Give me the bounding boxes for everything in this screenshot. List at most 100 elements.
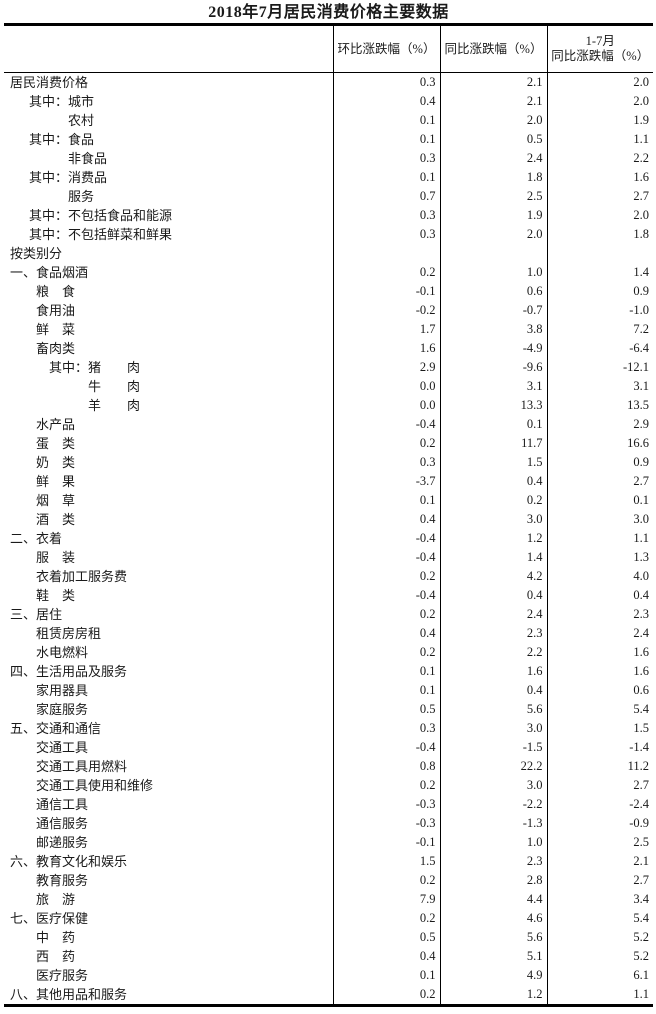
cell-yoy: 4.4 (439, 890, 547, 909)
cell-yoy: -0.7 (439, 301, 547, 320)
row-label: 旅 游 (36, 892, 76, 907)
cell-mom: 0.4 (332, 624, 440, 643)
page-title: 2018年7月居民消费价格主要数据 (208, 4, 449, 21)
cell-cum: 3.0 (546, 510, 653, 529)
cell-cum: 0.9 (546, 453, 653, 472)
table-row: 畜肉类 1.6 -4.9 -6.4 (4, 339, 653, 358)
cell-mom: 0.2 (332, 605, 440, 624)
row-label: 三、居住 (10, 607, 63, 622)
cell-yoy: 3.0 (439, 719, 547, 738)
cell-cum: 2.9 (546, 415, 653, 434)
cell-mom: -0.4 (332, 738, 440, 757)
row-label: 其中：猪 肉 (49, 360, 141, 375)
row-label: 牛 肉 (88, 379, 141, 394)
row-label: 其中：不包括鲜菜和鲜果 (29, 227, 173, 242)
cell-yoy: 2.3 (439, 852, 547, 871)
table-row: 五、交通和通信 0.3 3.0 1.5 (4, 719, 653, 738)
cell-cum: 2.7 (546, 472, 653, 491)
row-label: 交通工具用燃料 (36, 759, 128, 774)
col-header-cum-line1: 1-7月 (585, 34, 615, 48)
row-label: 食用油 (36, 303, 76, 318)
cell-yoy: 1.9 (439, 206, 547, 225)
table-row: 其中：猪 肉 2.9 -9.6 -12.1 (4, 358, 653, 377)
table-row: 食用油 -0.2 -0.7 -1.0 (4, 301, 653, 320)
cell-mom: 0.1 (332, 130, 440, 149)
cell-mom: 0.2 (332, 871, 440, 890)
cell-cum: 2.0 (546, 72, 653, 92)
table-row: 烟 草 0.1 0.2 0.1 (4, 491, 653, 510)
row-label: 其中：城市 (29, 94, 95, 109)
cell-cum: 7.2 (546, 320, 653, 339)
cell-mom: 0.0 (332, 377, 440, 396)
table-row: 租赁房房租 0.4 2.3 2.4 (4, 624, 653, 643)
cell-mom: 0.1 (332, 111, 440, 130)
cell-mom: 0.1 (332, 491, 440, 510)
cell-mom: 0.1 (332, 966, 440, 985)
cell-yoy: -4.9 (439, 339, 547, 358)
col-header-category (4, 24, 333, 73)
row-label: 交通工具 (36, 740, 89, 755)
table-row: 交通工具使用和维修 0.2 3.0 2.7 (4, 776, 653, 795)
cell-cum: 0.1 (546, 491, 653, 510)
cell-mom: 0.3 (332, 225, 440, 244)
cell-mom: -3.7 (332, 472, 440, 491)
row-label: 烟 草 (36, 493, 76, 508)
cell-mom: 0.1 (332, 681, 440, 700)
row-label: 非食品 (68, 151, 108, 166)
row-label: 医疗服务 (36, 968, 89, 983)
cell-cum: -0.9 (546, 814, 653, 833)
cell-mom: 0.2 (332, 643, 440, 662)
cell-yoy: 1.0 (439, 263, 547, 282)
cell-yoy: 3.8 (439, 320, 547, 339)
cell-yoy: 0.6 (439, 282, 547, 301)
cell-mom: 0.2 (332, 434, 440, 453)
row-label: 八、其他用品和服务 (10, 987, 128, 1002)
cell-cum: 1.3 (546, 548, 653, 567)
table-row: 服务 0.7 2.5 2.7 (4, 187, 653, 206)
row-label: 鲜 果 (36, 474, 76, 489)
row-label: 中 药 (36, 930, 76, 945)
cell-mom: 0.3 (332, 149, 440, 168)
cell-yoy: 1.6 (439, 662, 547, 681)
table-header: 环比涨跌幅（%） 同比涨跌幅（%） 1-7月 同比涨跌幅（%） (4, 24, 653, 73)
cell-cum: 2.3 (546, 605, 653, 624)
cell-cum: 11.2 (546, 757, 653, 776)
cell-yoy: -1.3 (439, 814, 547, 833)
row-label: 邮递服务 (36, 835, 89, 850)
row-label: 家庭服务 (36, 702, 89, 717)
cell-mom (332, 244, 440, 263)
cell-cum: 2.4 (546, 624, 653, 643)
cell-cum: 0.6 (546, 681, 653, 700)
cell-cum: -6.4 (546, 339, 653, 358)
cell-mom: 0.7 (332, 187, 440, 206)
table-row: 鲜 菜 1.7 3.8 7.2 (4, 320, 653, 339)
cell-mom: 0.3 (332, 453, 440, 472)
row-label: 鞋 类 (36, 588, 76, 603)
cell-cum: 2.0 (546, 92, 653, 111)
table-row: 衣着加工服务费 0.2 4.2 4.0 (4, 567, 653, 586)
cell-yoy: 1.2 (439, 985, 547, 1006)
cell-yoy: 5.6 (439, 928, 547, 947)
row-label: 居民消费价格 (10, 75, 89, 90)
row-label: 四、生活用品及服务 (10, 664, 128, 679)
cell-mom: -0.3 (332, 814, 440, 833)
table-row: 中 药 0.5 5.6 5.2 (4, 928, 653, 947)
cell-cum: 1.1 (546, 985, 653, 1006)
cell-mom: 0.3 (332, 72, 440, 92)
row-label: 其中：消费品 (29, 170, 108, 185)
cell-yoy: 1.0 (439, 833, 547, 852)
cell-yoy: 1.8 (439, 168, 547, 187)
row-label: 通信工具 (36, 797, 89, 812)
cell-cum: 13.5 (546, 396, 653, 415)
cell-yoy: 2.4 (439, 605, 547, 624)
cell-yoy: 0.4 (439, 586, 547, 605)
table-row: 奶 类 0.3 1.5 0.9 (4, 453, 653, 472)
table-row: 六、教育文化和娱乐 1.5 2.3 2.1 (4, 852, 653, 871)
cell-mom: -0.2 (332, 301, 440, 320)
row-label: 畜肉类 (36, 341, 76, 356)
cell-mom: 0.1 (332, 168, 440, 187)
cell-mom: 1.6 (332, 339, 440, 358)
cell-cum: 1.6 (546, 643, 653, 662)
cell-cum: 6.1 (546, 966, 653, 985)
